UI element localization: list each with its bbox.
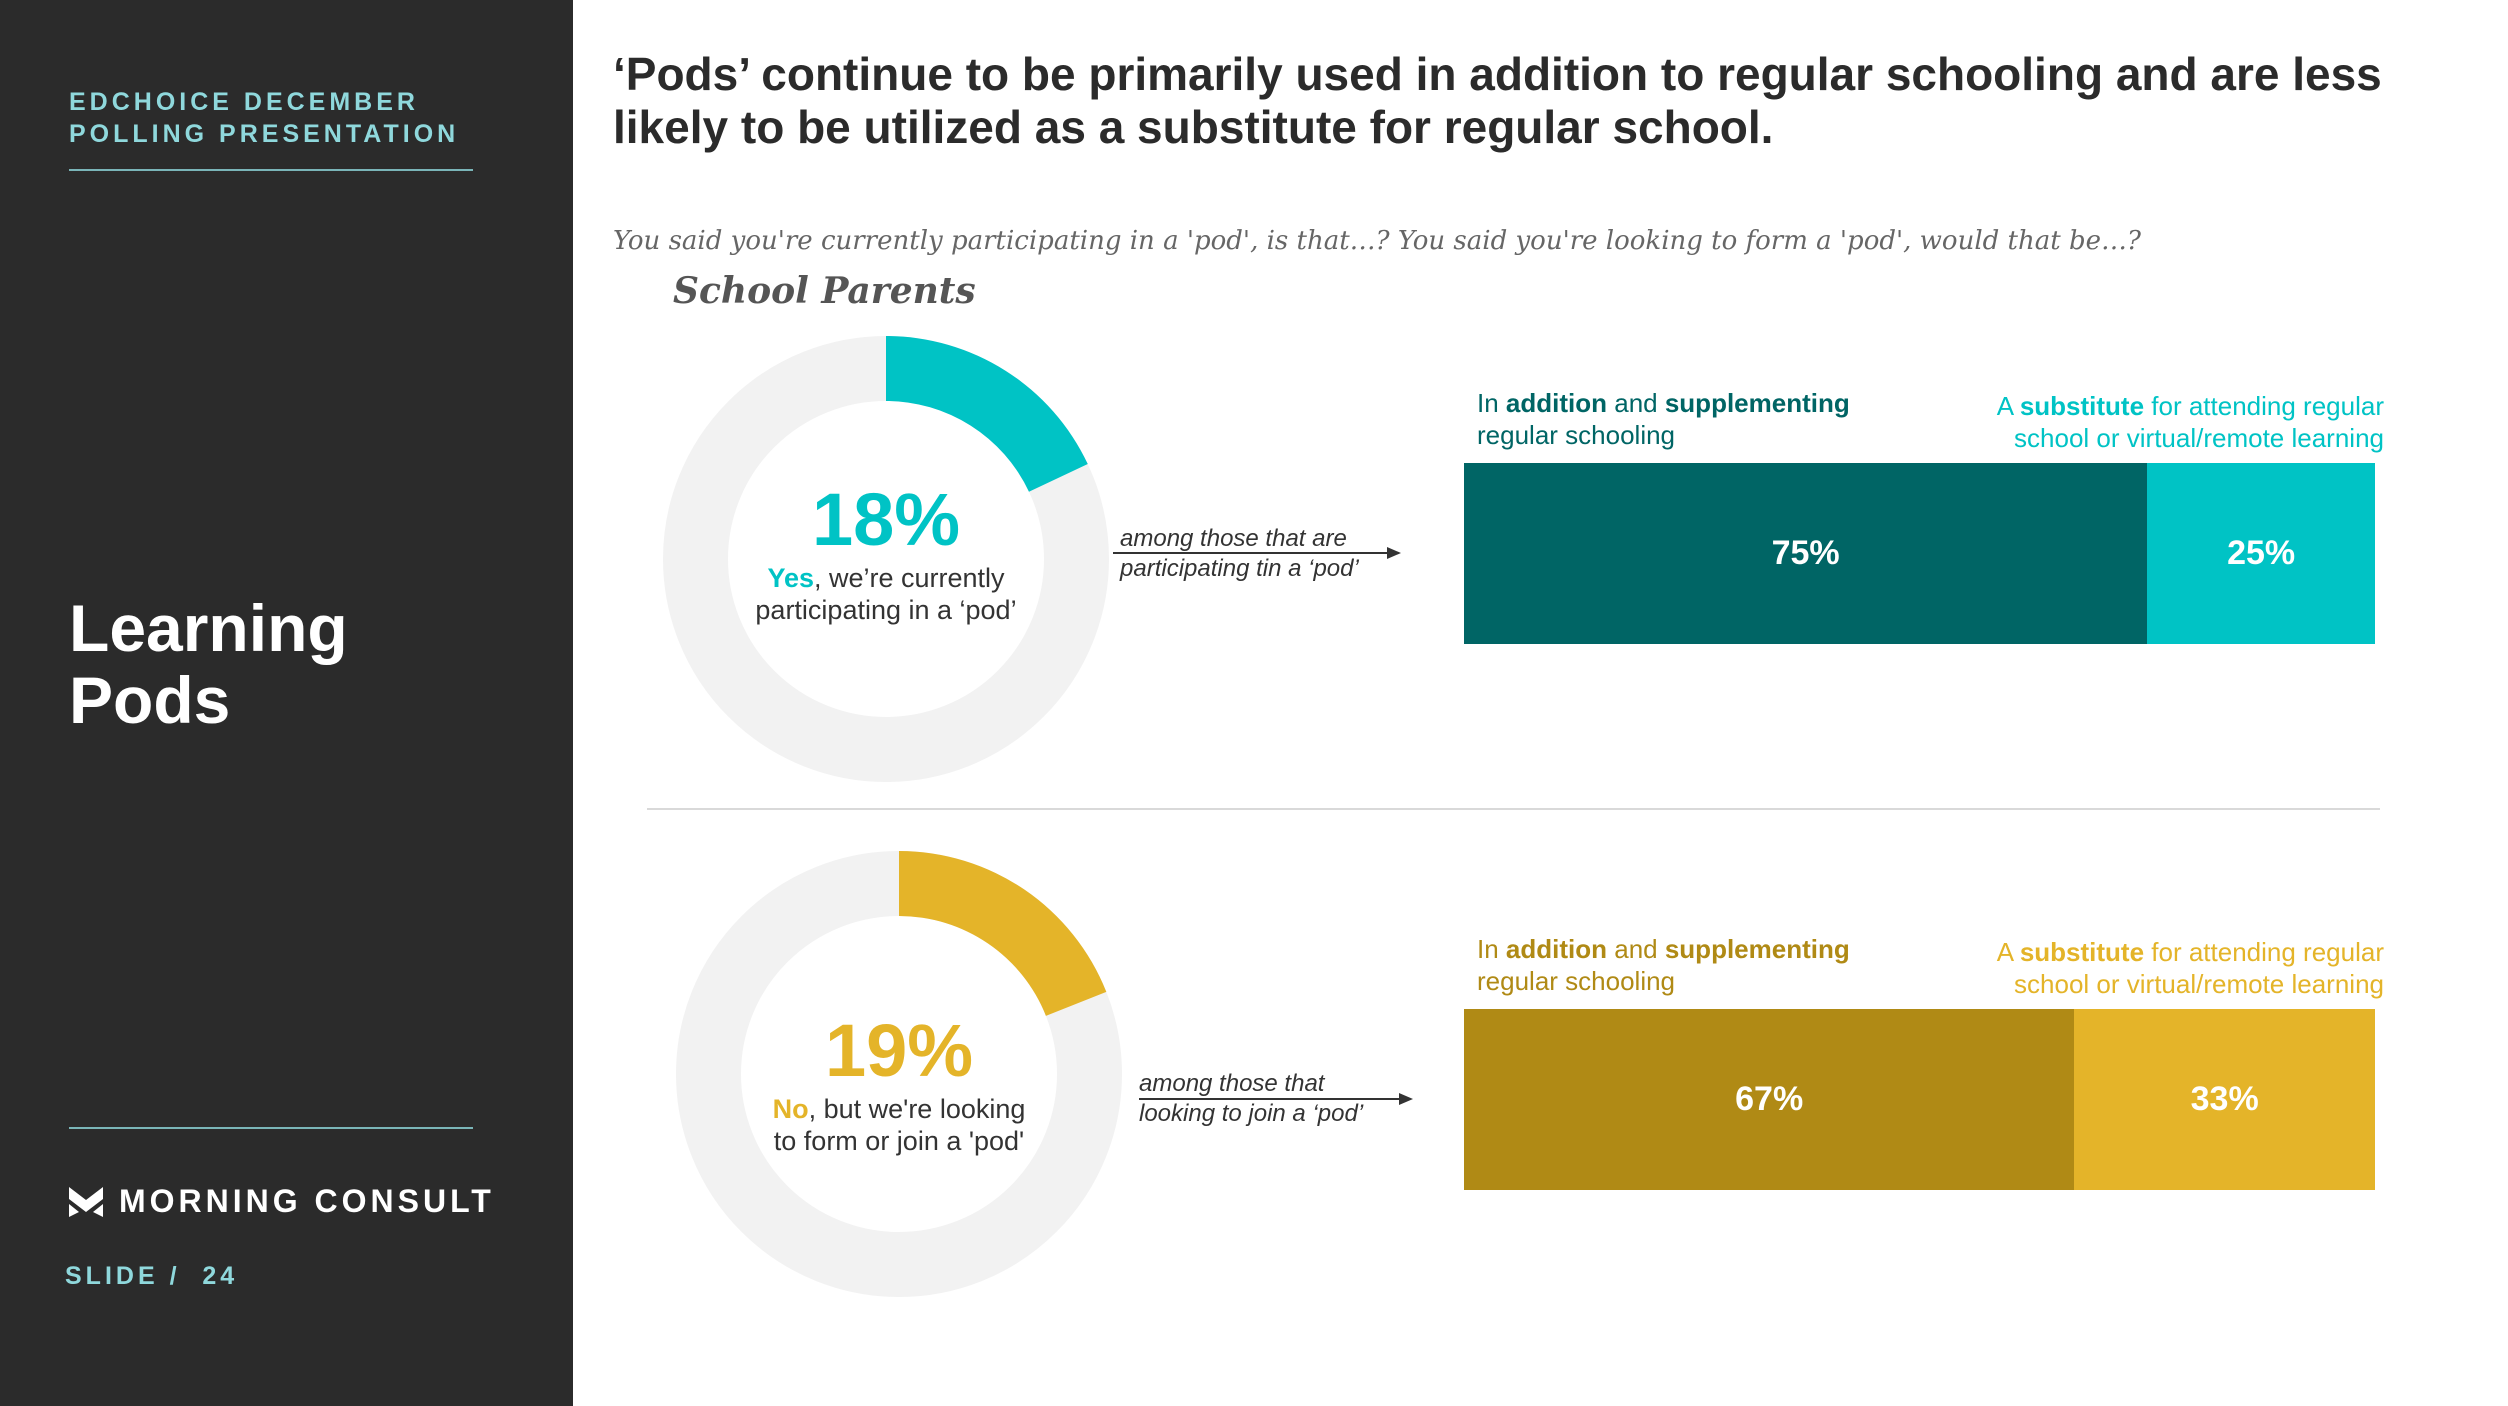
eyebrow-divider [69, 169, 473, 171]
eyebrow-line-2: POLLING PRESENTATION [69, 120, 460, 148]
donut-description-bold: No [772, 1094, 809, 1124]
arrow-icon [1139, 1093, 1413, 1105]
donut-description-line-2: to form or join a 'pod' [773, 1126, 1025, 1156]
slide-number: SLIDE / 24 [65, 1262, 239, 1290]
section-divider [647, 808, 2380, 810]
donut-chart-looking [676, 851, 1122, 1297]
label-text: A [1996, 937, 2020, 967]
eyebrow-line-1: EDCHOICE DECEMBER [69, 88, 419, 116]
label-text: In [1477, 934, 1506, 964]
label-bold: supplementing [1664, 388, 1850, 418]
annotation-line-1: among those that are [1120, 525, 1347, 552]
label-bold: substitute [2019, 937, 2145, 967]
brand-logo: MORNING CONSULT [69, 1183, 495, 1220]
morning-consult-logo-icon [69, 1186, 103, 1217]
donut-percent-label: 19% [824, 1009, 974, 1092]
eyebrow: EDCHOICE DECEMBER POLLING PRESENTATION [69, 86, 459, 150]
donut-percent-label: 18% [811, 478, 961, 561]
section-title: Learning Pods [69, 592, 348, 736]
slide-headline: ‘Pods’ continue to be primarily used in … [613, 48, 2382, 153]
label-line-2: school or virtual/remote learning [2014, 423, 2384, 453]
label-text: for attending regular [2144, 937, 2384, 967]
donut-description-line-2: participating in a ‘pod’ [755, 595, 1017, 625]
donut-center-participating: 18% Yes, we’re currently participating i… [700, 478, 1072, 626]
label-text: and [1607, 388, 1665, 418]
donut-chart-participating [663, 336, 1109, 782]
bar-segment-addition: 75% [1464, 463, 2148, 644]
stacked-bar-participating: 75% 25% [1464, 463, 2375, 644]
label-text: In [1477, 388, 1506, 418]
brand-name: MORNING CONSULT [119, 1183, 495, 1219]
bar-label-addition: In addition and supplementing regular sc… [1477, 387, 1850, 451]
donut-description-rest: , we’re currently [814, 563, 1005, 593]
footer-divider [69, 1127, 473, 1129]
label-bold: supplementing [1664, 934, 1850, 964]
annotation-line-2: participating tin a ‘pod’ [1120, 555, 1359, 582]
section-title-line-2: Pods [69, 663, 231, 737]
arrow-icon [1113, 547, 1401, 559]
subgroup-annotation: among those that looking to join a ‘pod’ [1139, 1069, 1363, 1129]
label-bold: addition [1505, 934, 1608, 964]
bar-segment-substitute: 33% [2074, 1009, 2375, 1190]
donut-description-rest: , but we're looking [808, 1094, 1026, 1124]
donut-slice [886, 336, 1088, 492]
label-bold: addition [1505, 388, 1608, 418]
donut-center-looking: 19% No, but we're looking to form or joi… [713, 1009, 1085, 1157]
bar-segment-substitute: 25% [2147, 463, 2375, 644]
section-title-line-1: Learning [69, 591, 348, 665]
label-line-2: school or virtual/remote learning [2014, 969, 2384, 999]
survey-question: You said you're currently participating … [613, 226, 2141, 256]
label-bold: substitute [2019, 391, 2145, 421]
donut-description: Yes, we’re currently [700, 562, 1072, 594]
label-text: for attending regular [2144, 391, 2384, 421]
donut-slice [899, 851, 1107, 1016]
stacked-bar-looking: 67% 33% [1464, 1009, 2375, 1190]
audience-label: School Parents [673, 270, 976, 312]
label-text: A [1996, 391, 2020, 421]
subgroup-annotation: among those that are participating tin a… [1120, 524, 1359, 584]
bar-label-addition: In addition and supplementing regular sc… [1477, 933, 1850, 997]
label-line-2: regular schooling [1477, 966, 1676, 996]
bar-label-substitute: A substitute for attending regular schoo… [1997, 936, 2384, 1000]
annotation-line-1: among those that [1139, 1070, 1325, 1097]
annotation-line-2: looking to join a ‘pod’ [1139, 1100, 1364, 1127]
bar-segment-addition: 67% [1464, 1009, 2075, 1190]
label-line-2: regular schooling [1477, 420, 1676, 450]
bar-label-substitute: A substitute for attending regular schoo… [1997, 390, 2384, 454]
donut-description-bold: Yes [767, 563, 814, 593]
donut-description: No, but we're looking [713, 1093, 1085, 1125]
sidebar: EDCHOICE DECEMBER POLLING PRESENTATION L… [0, 0, 573, 1406]
label-text: and [1607, 934, 1665, 964]
